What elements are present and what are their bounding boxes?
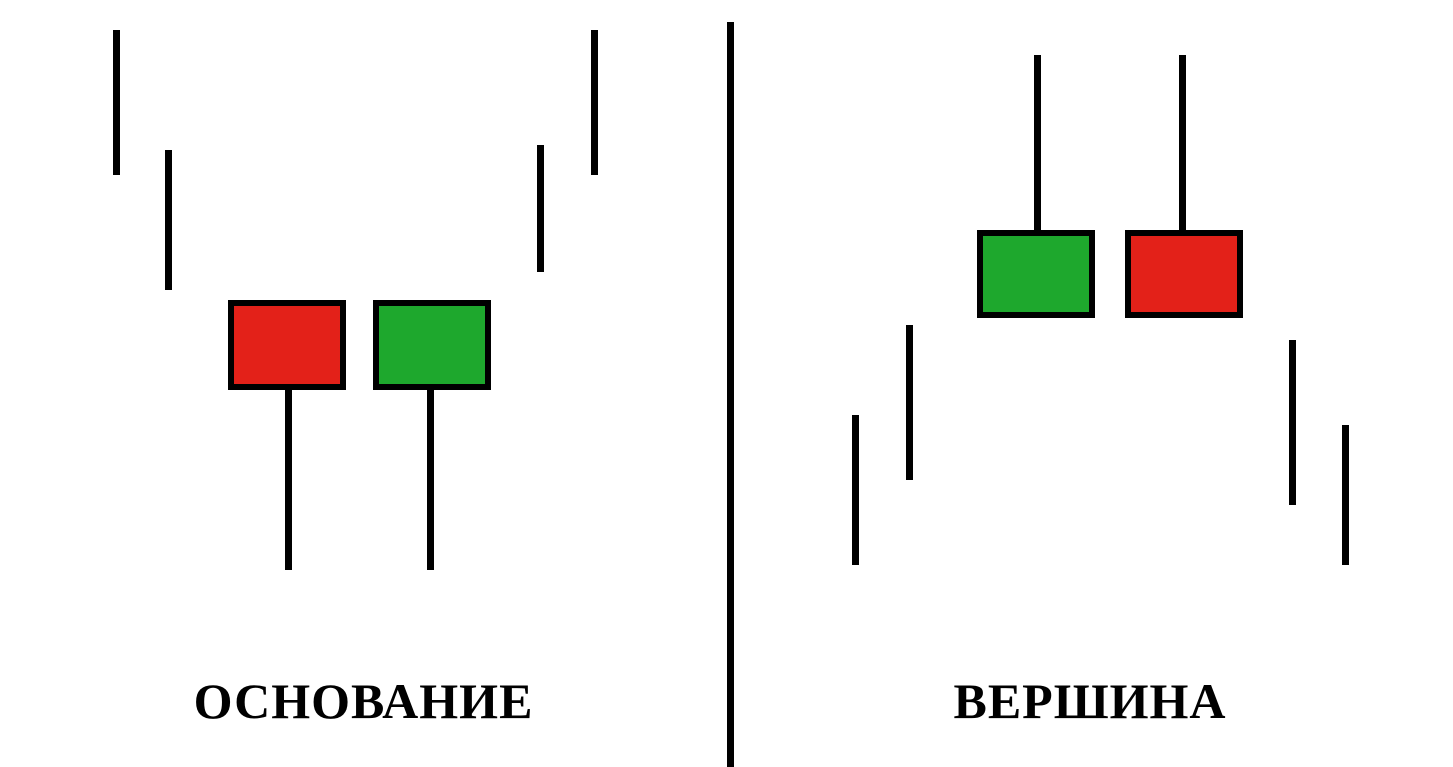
bullish-candle-body: [373, 300, 491, 390]
candle-wick: [285, 386, 292, 570]
bearish-candle-body: [228, 300, 346, 390]
tweezer-top-panel: ВЕРШИНА ПИНЦЕТ: [727, 0, 1453, 767]
candle-wick: [1342, 425, 1349, 565]
candle-wick: [1034, 55, 1041, 235]
candle-wick: [427, 386, 434, 570]
caption-line-1: ОСНОВАНИЕ: [194, 673, 534, 729]
tweezer-bottom-panel: ОСНОВАНИЕ ПИНЦЕТ: [0, 0, 727, 767]
candle-wick: [852, 415, 859, 565]
candle-wick: [591, 30, 598, 175]
bearish-candle-body: [1125, 230, 1243, 318]
bullish-candle-body: [977, 230, 1095, 318]
candle-wick: [1179, 55, 1186, 235]
candle-wick: [113, 30, 120, 175]
caption-line-1: ВЕРШИНА: [953, 673, 1226, 729]
tweezer-bottom-caption: ОСНОВАНИЕ ПИНЦЕТ: [0, 620, 727, 767]
diagram-stage: ОСНОВАНИЕ ПИНЦЕТ ВЕРШИНА ПИНЦЕТ: [0, 0, 1453, 767]
candle-wick: [906, 325, 913, 480]
tweezer-top-caption: ВЕРШИНА ПИНЦЕТ: [727, 620, 1453, 767]
candle-wick: [1289, 340, 1296, 505]
candle-wick: [537, 145, 544, 272]
candle-wick: [165, 150, 172, 290]
